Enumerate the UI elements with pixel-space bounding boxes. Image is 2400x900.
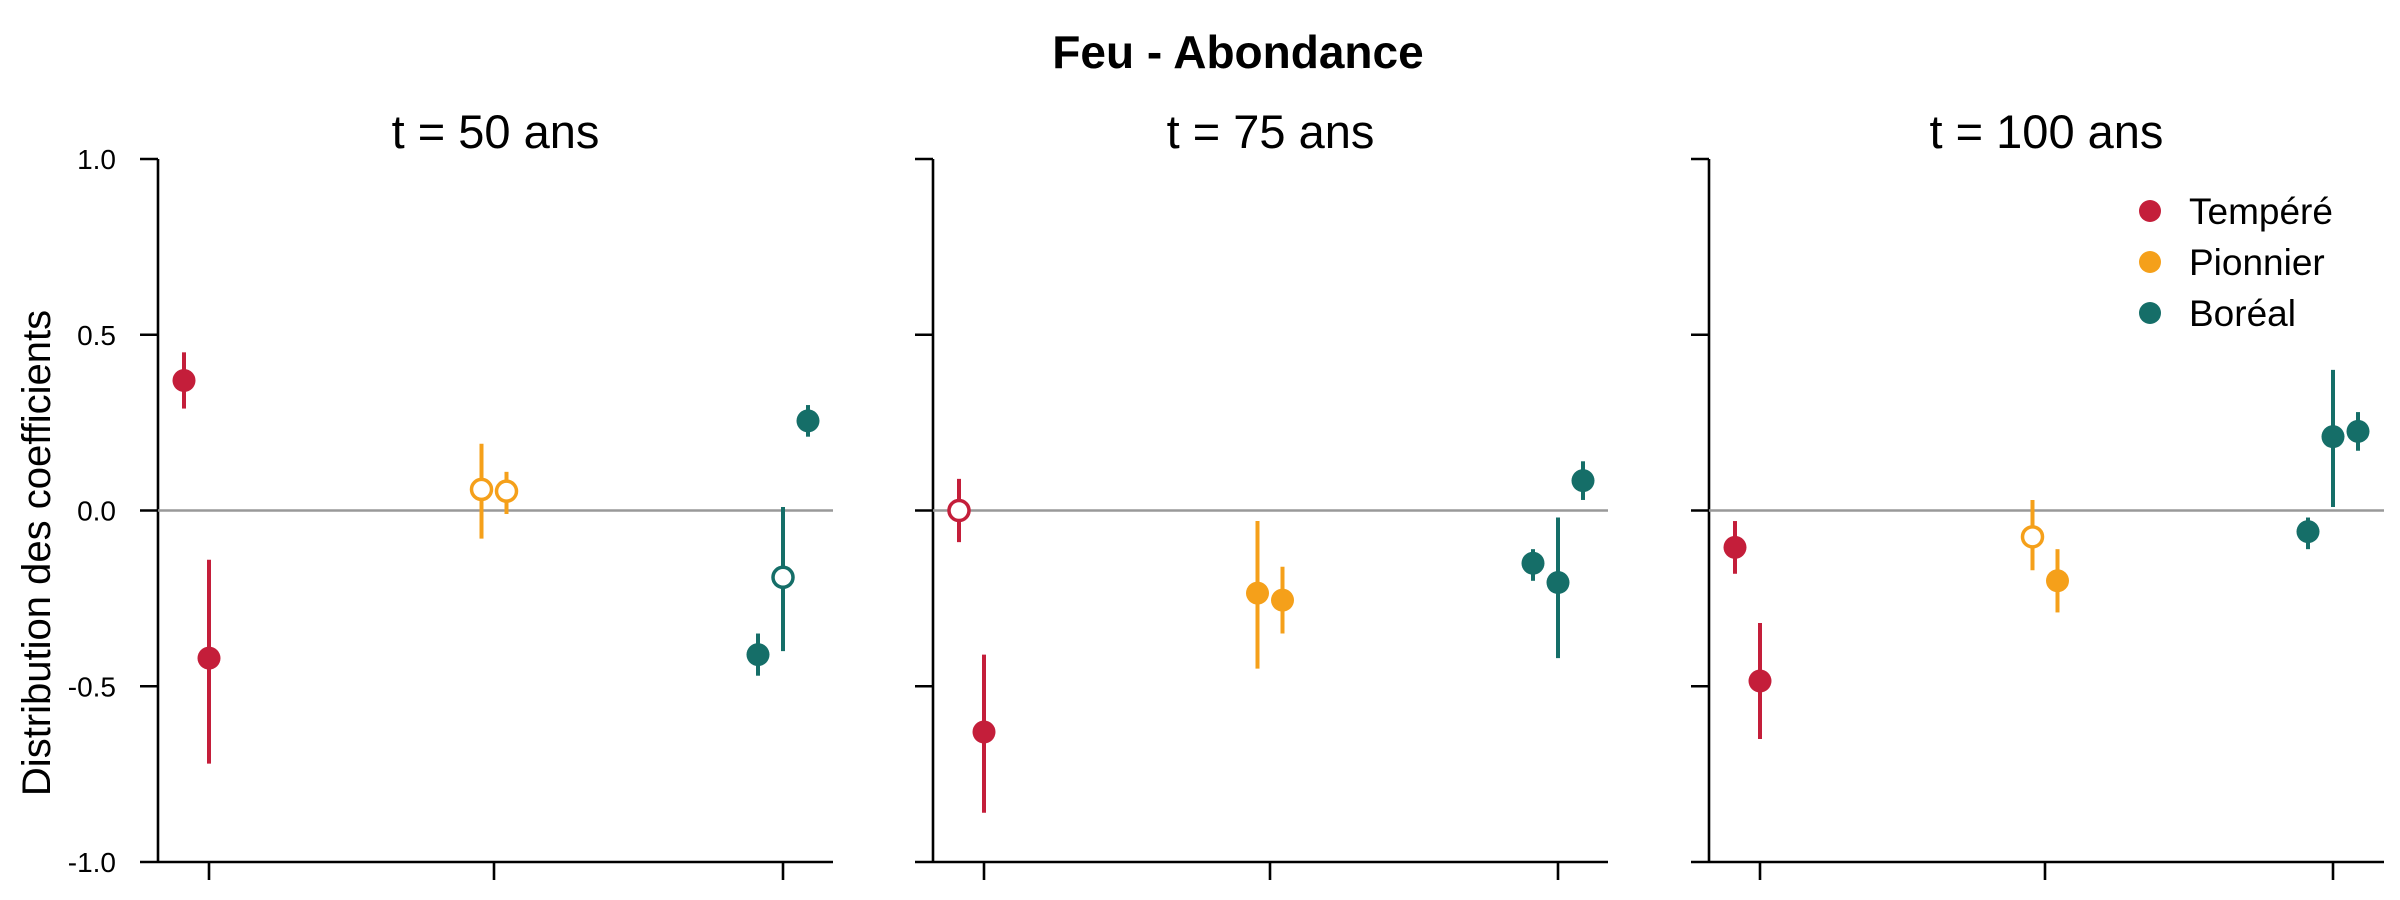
panel-title: t = 50 ans [392, 105, 600, 158]
y-tick-label: 0.0 [77, 496, 116, 527]
legend-label: Boréal [2189, 293, 2296, 334]
legend-marker [2139, 251, 2161, 273]
data-point [1546, 571, 1570, 595]
data-point [2346, 419, 2370, 443]
data-point [1748, 669, 1772, 693]
legend: Tempéré Pionnier Boréal [2139, 191, 2333, 334]
legend-marker [2139, 200, 2161, 222]
y-tick-label: -1.0 [68, 847, 116, 878]
y-tick-label: 0.5 [77, 320, 116, 351]
panel-title: t = 100 ans [1930, 105, 2164, 158]
legend-label: Pionnier [2189, 242, 2325, 283]
panel-1: t = 50 ans 1.0 0.5 0.0 -0.5 -1.0 [68, 105, 833, 880]
data-point-open [947, 498, 971, 523]
data-point [972, 720, 996, 744]
data-point-open [469, 477, 494, 502]
legend-marker [2139, 302, 2161, 324]
panel-2: t = 75 ans [915, 105, 1608, 880]
chart-title: Feu - Abondance [1052, 26, 1423, 78]
data-point [2296, 520, 2320, 544]
panel-title: t = 75 ans [1167, 105, 1375, 158]
data-point [2321, 425, 2345, 449]
panel-3: t = 100 ans [1691, 105, 2384, 880]
data-point [197, 646, 221, 670]
legend-label: Tempéré [2189, 191, 2333, 232]
data-point [1521, 551, 1545, 575]
panels: t = 50 ans 1.0 0.5 0.0 -0.5 -1.0 t = 75 ans t =… [68, 105, 2384, 880]
data-point [1723, 535, 1747, 559]
data-point [2046, 569, 2069, 593]
data-point-open [771, 565, 795, 590]
y-axis-label: Distribution des coefficients [15, 310, 59, 796]
y-tick-label: 1.0 [77, 144, 116, 175]
data-point-open [494, 479, 519, 503]
data-point [746, 643, 770, 667]
data-point-open [2020, 525, 2045, 549]
data-point [1246, 581, 1269, 605]
data-point [796, 409, 820, 433]
y-tick-label: -0.5 [68, 671, 116, 702]
data-point [1271, 588, 1294, 612]
data-point [172, 368, 196, 392]
data-point [1571, 469, 1595, 493]
